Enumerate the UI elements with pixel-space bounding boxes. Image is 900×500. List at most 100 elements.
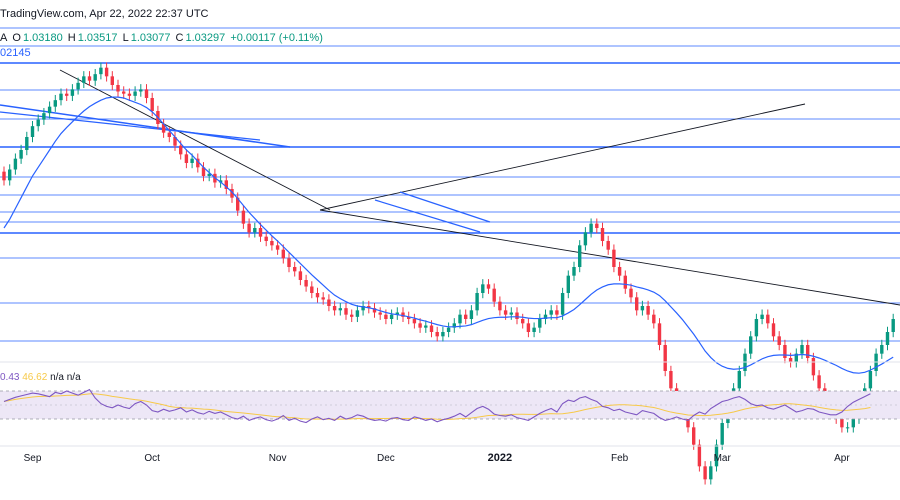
- candle-body: [640, 306, 645, 311]
- candle-body: [13, 158, 18, 170]
- blue-channel-lower: [374, 199, 481, 233]
- high-value: 1.03517: [77, 32, 118, 44]
- rsi-value: 0.43: [0, 372, 20, 383]
- candle-body: [566, 275, 570, 293]
- candle-body: [481, 284, 485, 293]
- candle-body: [310, 286, 314, 293]
- candle-body: [207, 173, 211, 176]
- candle-body: [418, 323, 422, 328]
- candle-body: [327, 299, 331, 306]
- candle-body: [247, 223, 251, 233]
- candle-body: [350, 314, 354, 317]
- candle-body: [104, 67, 109, 77]
- candle-body: [59, 93, 63, 101]
- candle-body: [868, 371, 873, 389]
- candle-body: [2, 171, 6, 181]
- candle-body: [281, 249, 285, 259]
- candle-body: [184, 154, 189, 163]
- candle-body: [401, 312, 405, 317]
- lower-trendline: [319, 209, 900, 306]
- x-tick-label: Sep: [24, 453, 42, 464]
- candle-body: [623, 275, 627, 289]
- candle-body: [230, 189, 234, 198]
- x-tick-label: Dec: [377, 453, 395, 464]
- candle-body: [543, 314, 548, 319]
- x-tick-label: 2022: [488, 452, 512, 464]
- candle-body: [127, 93, 132, 96]
- candle-body: [492, 288, 496, 302]
- candle-body: [777, 336, 781, 345]
- candle-body: [578, 245, 582, 267]
- ma-legend-value: 02145: [0, 47, 31, 59]
- candle-body: [19, 150, 23, 159]
- candle-body: [771, 323, 776, 337]
- candle-body: [452, 323, 456, 328]
- x-tick-label: Apr: [834, 453, 850, 464]
- candle-body: [264, 236, 268, 241]
- rsi-na-1: n/a: [50, 372, 64, 383]
- candle-body: [407, 316, 411, 319]
- candle-body: [173, 137, 177, 146]
- candle-body: [287, 258, 291, 267]
- candle-body: [36, 119, 40, 127]
- candle-body: [572, 267, 576, 276]
- candle-body: [412, 319, 417, 324]
- candle-body: [845, 427, 850, 429]
- candle-body: [526, 323, 531, 332]
- candle-body: [150, 98, 154, 111]
- upper-trendline: [319, 103, 806, 211]
- candle-body: [42, 113, 46, 120]
- candle-body: [766, 314, 770, 324]
- candle-body: [270, 241, 274, 246]
- candle-body: [8, 169, 12, 181]
- candle-body: [600, 228, 605, 241]
- candle-body: [663, 345, 667, 371]
- candle-body: [509, 312, 513, 315]
- candle-body: [99, 67, 103, 75]
- candle-body: [538, 319, 542, 328]
- candle-body: [116, 85, 120, 92]
- down-trendline: [59, 69, 331, 211]
- low-label: L: [122, 32, 129, 44]
- candle-body: [669, 371, 673, 389]
- candle-body: [697, 444, 702, 467]
- candle-body: [315, 293, 320, 298]
- candle-body: [555, 310, 559, 315]
- candle-body: [760, 314, 764, 319]
- candle-body: [703, 466, 707, 480]
- candle-body: [811, 358, 816, 376]
- candle-body: [617, 267, 622, 276]
- candle-body: [224, 180, 228, 189]
- candle-body: [53, 100, 57, 107]
- candle-body: [76, 82, 80, 90]
- close-label: C: [175, 32, 184, 44]
- x-tick-label: Nov: [269, 453, 287, 464]
- candle-body: [589, 223, 593, 233]
- ohlc-readout: A O 1.03180 H 1.03517 L 1.03077 C 1.03297 +0…: [0, 32, 325, 44]
- candle-body: [464, 314, 468, 319]
- candle-body: [258, 228, 263, 237]
- candle-body: [298, 271, 303, 280]
- candle-body: [749, 336, 753, 354]
- candle-body: [424, 325, 428, 328]
- candle-body: [891, 319, 895, 332]
- candle-body: [532, 327, 536, 332]
- candle-body: [161, 124, 166, 133]
- candle-body: [30, 126, 35, 137]
- candle-body: [475, 293, 479, 311]
- candle-body: [25, 137, 29, 150]
- low-value: 1.03077: [130, 32, 171, 44]
- candle-body: [446, 327, 451, 332]
- x-tick-label: Oct: [144, 453, 160, 464]
- open-value: 1.03180: [22, 32, 63, 44]
- x-tick-label: Mar: [714, 453, 732, 464]
- candle-body: [122, 91, 126, 94]
- candle-body: [82, 76, 86, 83]
- candle-body: [851, 418, 855, 428]
- candle-body: [241, 210, 246, 224]
- candle-body: [304, 280, 308, 287]
- candle-body: [196, 158, 200, 168]
- candle-body: [441, 332, 445, 337]
- candle-body: [47, 106, 52, 114]
